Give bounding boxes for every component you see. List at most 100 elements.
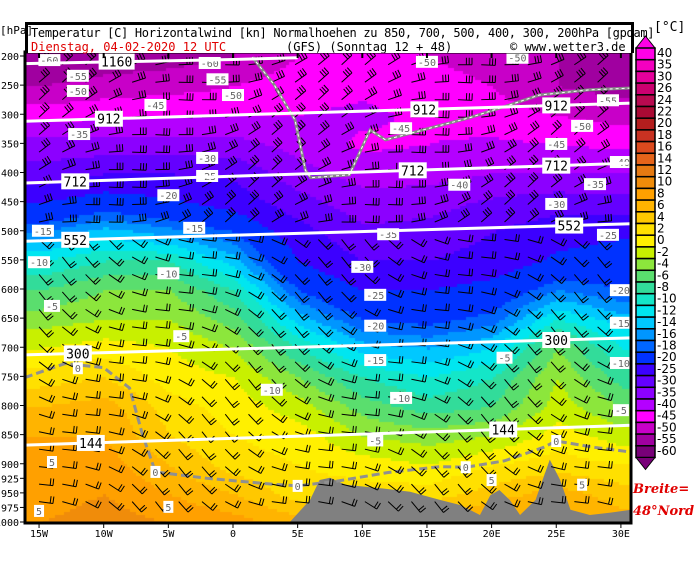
wind-barb-staff	[225, 273, 239, 279]
wind-barb-flag	[331, 461, 334, 469]
wind-barb-staff	[178, 63, 193, 66]
isotherm-label: -25	[364, 288, 387, 302]
isotherm-label-bg	[144, 98, 167, 111]
y-tick-label: 400	[1, 169, 19, 180]
wind-barb-staff	[131, 273, 146, 281]
wind-barb-flag	[145, 338, 148, 346]
wind-barb	[294, 461, 311, 470]
wind-barb-flag	[206, 192, 212, 199]
wind-barb-staff	[387, 274, 401, 282]
wind-barb-staff	[38, 274, 49, 286]
colorbar-box	[635, 363, 656, 377]
wind-barb-staff	[573, 309, 584, 321]
wind-barb-flag	[540, 465, 544, 473]
wind-barb	[457, 75, 473, 84]
wind-barb	[271, 274, 288, 284]
wind-barb-flag	[441, 211, 446, 218]
wind-barb	[364, 86, 378, 101]
wind-barb	[504, 207, 516, 223]
wind-barb	[132, 197, 147, 206]
wind-barb	[527, 71, 542, 83]
wind-barb-flag	[604, 120, 610, 127]
isotherm-label: -15	[364, 354, 387, 367]
wind-barb-flag	[537, 418, 544, 425]
wind-barb-flag	[142, 392, 146, 400]
wind-barb	[178, 413, 195, 424]
wind-barb-staff	[411, 361, 426, 365]
wind-barb	[248, 308, 265, 319]
wind-barb-flag	[445, 357, 448, 365]
wind-barb	[527, 326, 543, 338]
wind-barb-flag	[533, 137, 539, 144]
wind-barb-flag	[48, 212, 51, 220]
wind-barb	[457, 501, 474, 512]
wind-barb-flag	[587, 478, 590, 486]
isotherm-label-text: -45	[146, 101, 164, 112]
wind-barb-flag	[511, 400, 518, 406]
wind-barb-flag	[369, 69, 375, 76]
wind-barb-flag	[376, 502, 381, 510]
y-tick-label: 300	[1, 110, 19, 121]
wind-barb	[132, 108, 147, 118]
wind-barb-staff	[574, 501, 589, 504]
wind-barb-flag	[605, 328, 612, 335]
wind-barb	[178, 268, 194, 277]
wind-barb	[481, 75, 496, 84]
wind-barb	[364, 197, 380, 206]
wind-barb-flag	[610, 497, 614, 505]
isotherm-label-text: -5	[46, 302, 58, 313]
wind-barb-staff	[224, 361, 236, 373]
wind-barb	[85, 341, 102, 350]
wind-barb-flag	[331, 478, 334, 486]
wind-barb	[504, 483, 521, 492]
wind-barb	[201, 125, 217, 136]
wind-barb-flag	[559, 367, 566, 373]
wind-barb-flag	[145, 288, 149, 296]
wind-barb-flag	[66, 104, 72, 111]
wind-barb	[38, 478, 55, 487]
wind-barb	[62, 425, 78, 434]
zero-isotherm	[24, 362, 632, 488]
wind-barb-staff	[178, 166, 193, 171]
wind-barb-flag	[258, 331, 264, 337]
wind-barb	[527, 254, 544, 263]
wind-barb-flag	[189, 398, 195, 406]
isotherm-label-text: -55	[208, 75, 226, 86]
wind-barb-flag	[68, 102, 74, 109]
colorbar-label: -25	[657, 362, 677, 376]
wind-barb-flag	[304, 396, 309, 403]
wind-barb-flag	[399, 275, 405, 282]
wind-barb	[527, 344, 543, 356]
colorbar-box	[635, 164, 656, 178]
wind-barb-flag	[586, 412, 591, 420]
wind-barb	[318, 67, 330, 83]
wind-barb-staff	[294, 466, 309, 470]
wind-barb-staff	[271, 214, 284, 223]
wind-barb-staff	[271, 239, 285, 246]
wind-barb-flag	[513, 90, 516, 98]
wind-barb-flag	[119, 144, 121, 152]
wind-barb	[341, 121, 355, 136]
wind-barb-flag	[486, 207, 493, 214]
wind-barb-flag	[94, 309, 100, 316]
wind-barb-flag	[192, 268, 194, 277]
wind-barb-flag	[606, 195, 610, 203]
wind-barb-staff	[271, 361, 282, 373]
wind-barb-flag	[257, 465, 263, 473]
wind-barb-flag	[98, 463, 102, 471]
wind-barb-flag	[584, 242, 590, 249]
wind-barb-staff	[248, 78, 263, 83]
wind-barb-flag	[536, 292, 542, 299]
wind-barb-flag	[302, 211, 307, 219]
wind-barb-flag	[256, 310, 263, 317]
wind-barb	[38, 274, 54, 286]
wind-barb	[62, 326, 79, 336]
wind-barb	[248, 497, 265, 506]
wind-barb-flag	[511, 383, 518, 389]
wind-barb-flag	[144, 90, 147, 98]
wind-barb-flag	[354, 360, 358, 367]
wind-barb-flag	[516, 500, 521, 508]
wind-barb-flag	[189, 251, 192, 259]
wind-barb-flag	[255, 365, 262, 371]
